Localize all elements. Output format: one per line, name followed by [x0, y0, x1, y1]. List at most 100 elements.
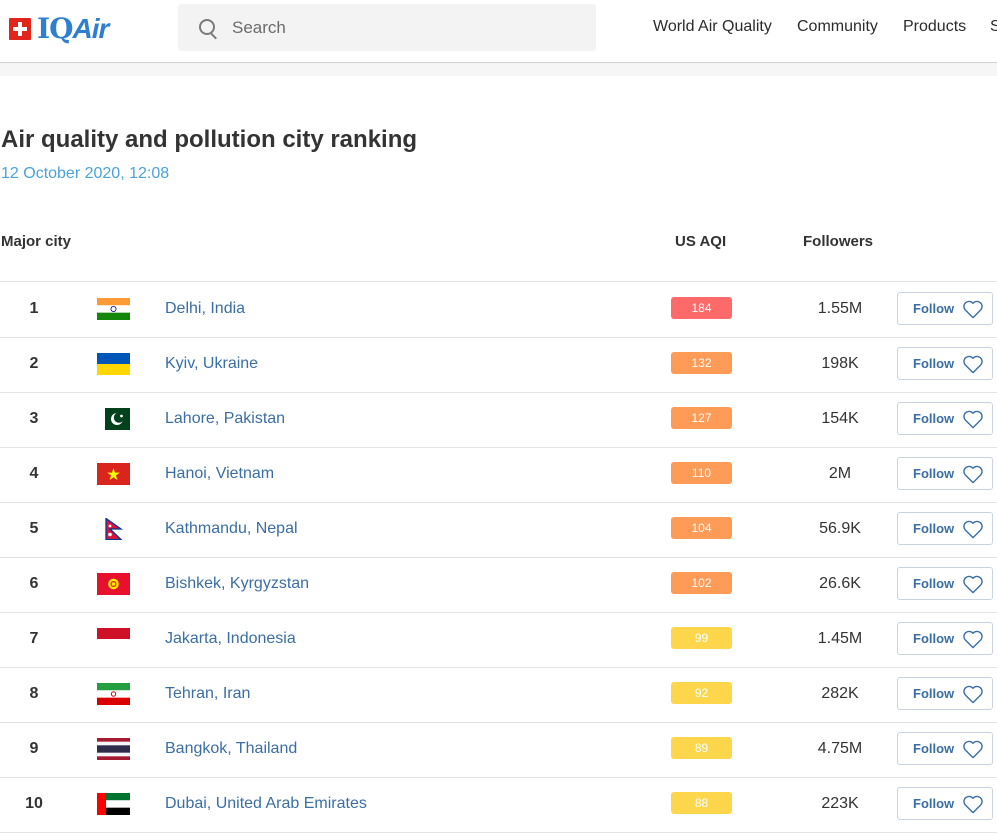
- follower-count: 4.75M: [817, 740, 863, 757]
- follow-button[interactable]: Follow: [897, 512, 993, 545]
- nav-truncated-item[interactable]: S: [990, 18, 997, 35]
- ranking-date: 12 October 2020, 12:08: [1, 165, 170, 182]
- uae-flag-icon: [97, 793, 130, 815]
- table-row: 6 Bishkek, Kyrgyzstan 102 26.6K Follow: [0, 557, 997, 613]
- heart-icon: [963, 520, 983, 538]
- column-header-followers: Followers: [803, 233, 874, 250]
- vietnam-flag-icon: [97, 463, 130, 485]
- rank-number: 4: [29, 465, 39, 482]
- column-header-aqi: US AQI: [675, 233, 727, 250]
- follow-button[interactable]: Follow: [897, 402, 993, 435]
- follow-button[interactable]: Follow: [897, 622, 993, 655]
- aqi-badge: 127: [671, 407, 732, 429]
- heart-icon: [963, 795, 983, 813]
- search-icon: [199, 18, 217, 37]
- heart-icon: [963, 685, 983, 703]
- aqi-badge: 88: [671, 792, 732, 814]
- follower-count: 198K: [821, 355, 859, 372]
- table-row: 9 Bangkok, Thailand 89 4.75M Follow: [0, 722, 997, 778]
- follower-count: 223K: [821, 795, 859, 812]
- city-link[interactable]: Hanoi, Vietnam: [165, 465, 275, 482]
- rank-number: 1: [29, 300, 39, 317]
- aqi-badge: 99: [671, 627, 732, 649]
- follower-count: 26.6K: [819, 575, 861, 592]
- city-link[interactable]: Bishkek, Kyrgyzstan: [165, 575, 310, 592]
- follow-label: Follow: [913, 411, 955, 426]
- heart-icon: [963, 300, 983, 318]
- iran-flag-icon: [97, 683, 130, 705]
- aqi-badge: 184: [671, 297, 732, 319]
- follow-label: Follow: [913, 741, 955, 756]
- city-link[interactable]: Dubai, United Arab Emirates: [165, 795, 367, 812]
- table-row: 4 Hanoi, Vietnam 110 2M Follow: [0, 447, 997, 503]
- sub-header-bar: [0, 63, 997, 76]
- rank-number: 8: [29, 685, 39, 702]
- heart-icon: [963, 630, 983, 648]
- city-link[interactable]: Tehran, Iran: [165, 685, 251, 702]
- iqair-logo[interactable]: IQAir: [9, 12, 109, 45]
- city-link[interactable]: Kyiv, Ukraine: [165, 355, 259, 372]
- city-link[interactable]: Kathmandu, Nepal: [165, 520, 298, 537]
- heart-icon: [963, 355, 983, 373]
- follower-count: 1.55M: [817, 300, 863, 317]
- heart-icon: [963, 575, 983, 593]
- follow-label: Follow: [913, 796, 955, 811]
- follower-count: 56.9K: [819, 520, 861, 537]
- nav-products[interactable]: Products: [903, 18, 967, 35]
- follow-label: Follow: [913, 576, 955, 591]
- follower-count: 154K: [821, 410, 859, 427]
- heart-icon: [963, 465, 983, 483]
- table-row: 2 Kyiv, Ukraine 132 198K Follow: [0, 337, 997, 393]
- table-row: 7 Jakarta, Indonesia 99 1.45M Follow: [0, 612, 997, 668]
- table-row: 8 Tehran, Iran 92 282K Follow: [0, 667, 997, 723]
- aqi-badge: 89: [671, 737, 732, 759]
- aqi-badge: 104: [671, 517, 732, 539]
- table-divider: [0, 281, 997, 282]
- city-link[interactable]: Lahore, Pakistan: [165, 410, 286, 427]
- rank-number: 7: [29, 630, 39, 647]
- heart-icon: [963, 410, 983, 428]
- follow-button[interactable]: Follow: [897, 787, 993, 820]
- nav-community[interactable]: Community: [797, 18, 878, 35]
- table-row: 5 Kathmandu, Nepal 104 56.9K Follow: [0, 502, 997, 558]
- table-row: 1 Delhi, India 184 1.55M Follow: [0, 282, 997, 338]
- search-box[interactable]: [178, 4, 596, 51]
- follower-count: 2M: [828, 465, 852, 482]
- logo-wordmark: IQAir: [37, 12, 109, 45]
- aqi-badge: 132: [671, 352, 732, 374]
- rank-number: 5: [29, 520, 39, 537]
- search-input[interactable]: [230, 16, 574, 39]
- ukraine-flag-icon: [97, 353, 130, 375]
- follow-button[interactable]: Follow: [897, 292, 993, 325]
- aqi-badge: 110: [671, 462, 732, 484]
- follow-button[interactable]: Follow: [897, 677, 993, 710]
- table-row: 10 Dubai, United Arab Emirates 88 223K F…: [0, 777, 997, 833]
- kyrgyzstan-flag-icon: [97, 573, 130, 595]
- heart-icon: [963, 740, 983, 758]
- city-link[interactable]: Delhi, India: [165, 300, 246, 317]
- follow-label: Follow: [913, 631, 955, 646]
- rank-number: 3: [29, 410, 39, 427]
- page-title: Air quality and pollution city ranking: [1, 126, 418, 153]
- follow-label: Follow: [913, 356, 955, 371]
- city-link[interactable]: Jakarta, Indonesia: [165, 630, 296, 647]
- follow-button[interactable]: Follow: [897, 457, 993, 490]
- follow-label: Follow: [913, 466, 955, 481]
- nav-world-air-quality[interactable]: World Air Quality: [653, 18, 772, 35]
- city-link[interactable]: Bangkok, Thailand: [165, 740, 298, 757]
- rank-number: 6: [29, 575, 39, 592]
- follower-count: 1.45M: [817, 630, 863, 647]
- follow-label: Follow: [913, 301, 955, 316]
- swiss-flag-icon: [9, 18, 31, 40]
- follow-label: Follow: [913, 686, 955, 701]
- aqi-badge: 102: [671, 572, 732, 594]
- follow-button[interactable]: Follow: [897, 732, 993, 765]
- nepal-flag-icon: [97, 518, 130, 540]
- aqi-badge: 92: [671, 682, 732, 704]
- pakistan-flag-icon: [97, 408, 130, 430]
- column-header-city: Major city: [1, 233, 72, 250]
- indonesia-flag-icon: [97, 628, 130, 650]
- follow-button[interactable]: Follow: [897, 347, 993, 380]
- rank-number: 10: [25, 795, 43, 812]
- follow-button[interactable]: Follow: [897, 567, 993, 600]
